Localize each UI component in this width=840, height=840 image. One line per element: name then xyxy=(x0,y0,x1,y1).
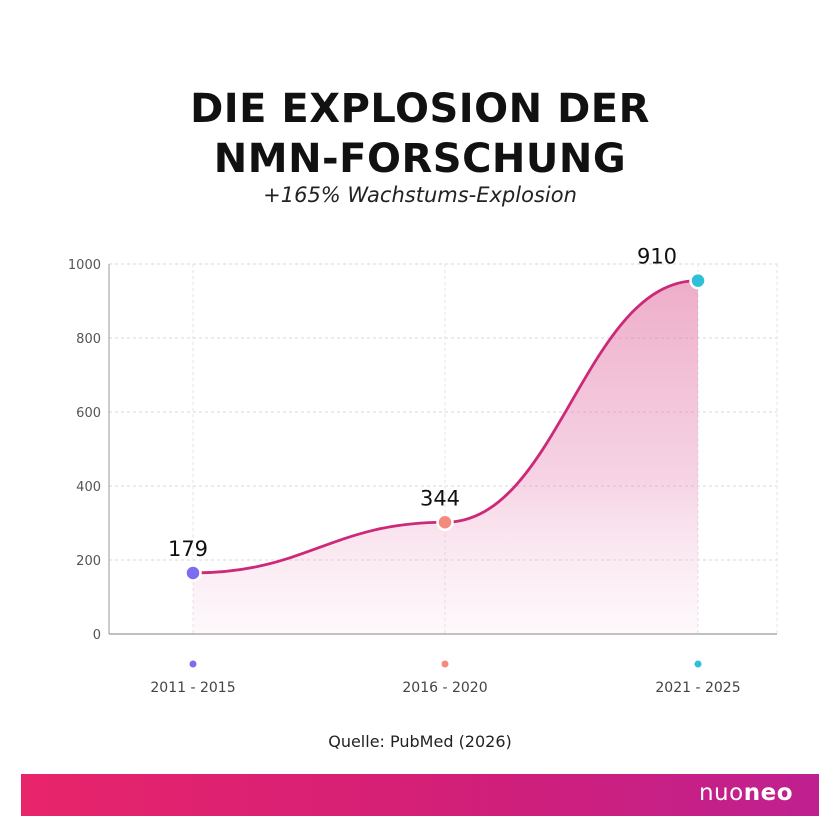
data-point xyxy=(689,271,707,290)
category-marker xyxy=(694,660,702,668)
source-note: Quelle: PubMed (2026) xyxy=(328,732,512,751)
data-point xyxy=(184,564,202,582)
data-label: 344 xyxy=(420,486,460,510)
area-fill xyxy=(193,280,698,634)
x-category-label: 2011 - 2015 xyxy=(150,680,235,696)
data-label: 179 xyxy=(168,537,208,561)
data-point xyxy=(436,513,454,532)
chart-title-line-2: NMN-FORSCHUNG xyxy=(213,136,627,182)
brand-logo-part-2: neo xyxy=(743,780,793,806)
point-layer: 179 344 910 xyxy=(168,245,707,582)
x-category-label: 2021 - 2025 xyxy=(655,680,740,696)
y-tick-label: 400 xyxy=(76,480,101,495)
brand-logo-part-1: nuo xyxy=(698,780,744,806)
category-marker xyxy=(189,660,197,668)
chart-title: DIE EXPLOSION DER NMN-FORSCHUNG xyxy=(0,84,840,184)
x-category-label: 2016 - 2020 xyxy=(402,680,487,696)
y-tick-label: 600 xyxy=(76,406,101,421)
area-layer xyxy=(192,279,699,634)
brand-logo: nuoneo xyxy=(699,780,793,806)
footer-banner: nuoneo xyxy=(21,774,819,816)
data-label: 910 xyxy=(637,245,677,269)
y-tick-label: 800 xyxy=(76,332,101,347)
y-tick-label: 1000 xyxy=(68,258,101,273)
x-axis-categories: 2011 - 2015 2016 - 2020 2021 - 2025 xyxy=(150,660,741,696)
y-axis-ticks: 0 200 400 600 800 1000 xyxy=(68,258,101,643)
chart-subtitle: +165% Wachstums-Explosion xyxy=(263,183,577,207)
series-line xyxy=(192,279,699,575)
y-tick-label: 0 xyxy=(93,628,101,643)
chart-title-line-1: DIE EXPLOSION DER xyxy=(190,86,650,132)
category-marker xyxy=(441,660,449,668)
y-tick-label: 200 xyxy=(76,554,101,569)
